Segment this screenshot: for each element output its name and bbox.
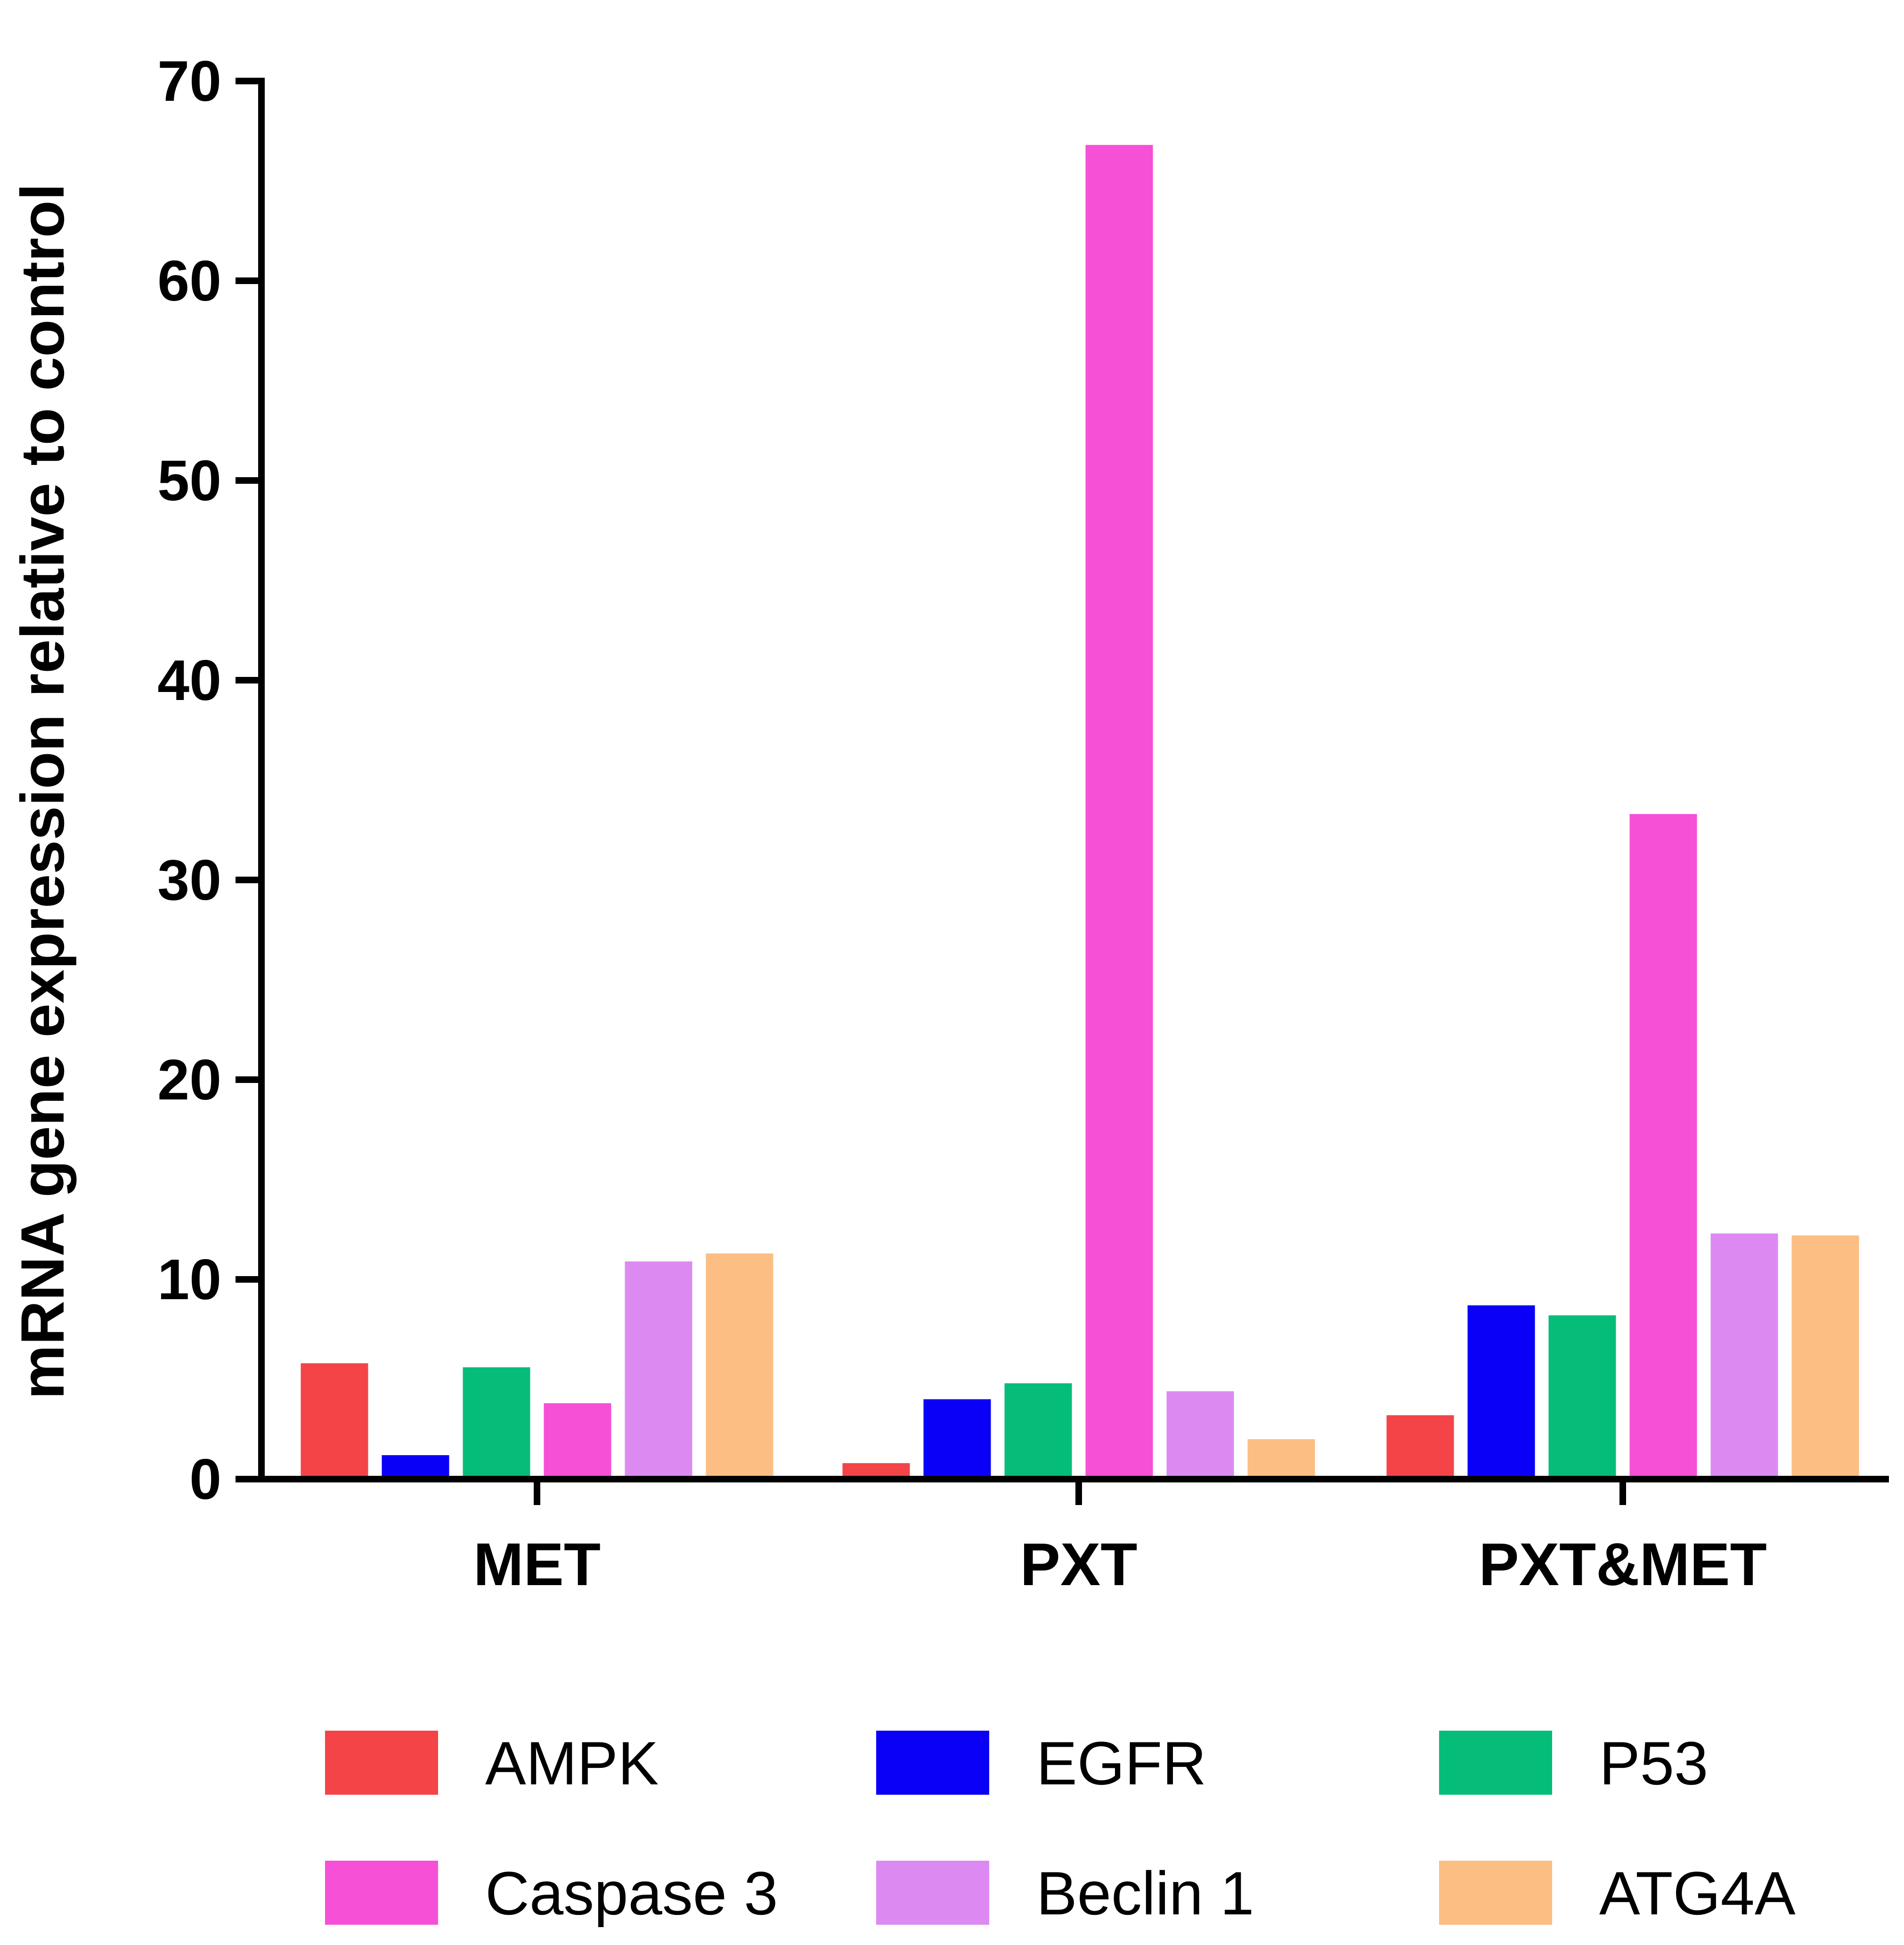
- bar-p53-met: [463, 1367, 530, 1479]
- bar-atg4a-pxt: [1247, 1439, 1315, 1479]
- bar-atg4a-pxt-met: [1791, 1235, 1859, 1479]
- bar-beclin-1-pxt: [1166, 1391, 1234, 1479]
- bar-ampk-met: [301, 1363, 368, 1479]
- x-category-label: PXT&MET: [1479, 1531, 1767, 1598]
- x-category-label: MET: [473, 1531, 601, 1598]
- y-tick-label: 10: [157, 1247, 221, 1311]
- legend-label-ampk: AMPK: [485, 1729, 659, 1798]
- bar-p53-pxt-met: [1548, 1315, 1616, 1479]
- legend-label-beclin-1: Beclin 1: [1036, 1859, 1254, 1928]
- legend-swatch-p53: [1439, 1731, 1552, 1795]
- bar-atg4a-met: [706, 1253, 773, 1479]
- bar-egfr-pxt-met: [1467, 1305, 1535, 1479]
- axes: [258, 78, 1889, 1482]
- legend-swatch-egfr: [876, 1731, 989, 1795]
- y-axis-ticks: 0 10 20 30 40 50 60 70: [157, 49, 261, 1511]
- legend-swatch-atg4a: [1439, 1861, 1552, 1925]
- bar-caspase-3-pxt-met: [1629, 814, 1697, 1479]
- y-axis-label: mRNA gene expression relative to control: [8, 183, 77, 1399]
- bar-caspase-3-met: [544, 1403, 611, 1479]
- y-tick-label: 50: [157, 448, 221, 513]
- legend-label-atg4a: ATG4A: [1599, 1859, 1796, 1928]
- legend-swatch-caspase-3: [325, 1861, 438, 1925]
- y-tick-label: 60: [157, 249, 221, 313]
- bars: [301, 145, 1859, 1480]
- bar-caspase-3-pxt: [1085, 145, 1153, 1480]
- bar-ampk-pxt-met: [1386, 1415, 1454, 1479]
- legend-swatch-beclin-1: [876, 1861, 989, 1925]
- y-tick-label: 70: [157, 49, 221, 113]
- y-tick-label: 30: [157, 848, 221, 912]
- y-tick-label: 40: [157, 648, 221, 712]
- bar-beclin-1-met: [625, 1261, 692, 1479]
- y-tick-label: 0: [189, 1447, 221, 1511]
- legend-label-egfr: EGFR: [1036, 1729, 1206, 1798]
- y-axis-label-group: mRNA gene expression relative to control: [8, 183, 77, 1399]
- bar-egfr-pxt: [923, 1399, 991, 1479]
- bar-p53-pxt: [1004, 1383, 1072, 1479]
- legend-swatch-ampk: [325, 1731, 438, 1795]
- y-tick-label: 20: [157, 1048, 221, 1112]
- legend-label-p53: P53: [1599, 1729, 1708, 1798]
- legend-label-caspase-3: Caspase 3: [485, 1859, 778, 1928]
- legend: AMPK EGFR P53 Caspase 3 Beclin 1 ATG4A: [325, 1729, 1796, 1928]
- bar-egfr-met: [382, 1455, 449, 1479]
- x-category-label: PXT: [1020, 1531, 1138, 1598]
- bar-beclin-1-pxt-met: [1710, 1233, 1778, 1479]
- category-labels: MET PXT PXT&MET: [473, 1479, 1767, 1598]
